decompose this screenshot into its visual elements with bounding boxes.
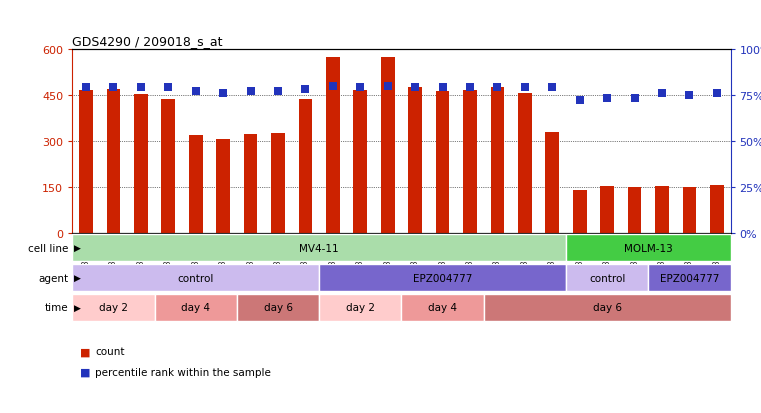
Point [656, 90, 668, 97]
Bar [319, 265, 566, 291]
Text: time: time [45, 303, 68, 313]
Text: ■: ■ [80, 367, 91, 377]
Point [272, 88, 284, 95]
Text: ■: ■ [80, 347, 91, 356]
Point [135, 85, 147, 91]
Bar [710, 186, 724, 233]
Bar [298, 100, 312, 233]
Bar [72, 265, 319, 291]
Bar [79, 91, 93, 233]
Text: MOLM-13: MOLM-13 [624, 243, 673, 253]
Bar [463, 91, 477, 233]
Point [601, 96, 613, 102]
Bar [546, 133, 559, 233]
Bar [573, 190, 587, 233]
Point [629, 96, 641, 102]
Text: ▶: ▶ [74, 244, 81, 253]
Point [519, 85, 531, 91]
Text: day 2: day 2 [99, 303, 128, 313]
Point [683, 92, 696, 99]
Bar [134, 95, 148, 233]
Point [492, 85, 504, 91]
Point [409, 85, 422, 91]
Bar [484, 294, 731, 321]
Bar [107, 90, 120, 233]
Text: day 4: day 4 [181, 303, 210, 313]
Point [244, 88, 256, 95]
Text: day 4: day 4 [428, 303, 457, 313]
Bar [72, 294, 154, 321]
Bar [161, 100, 175, 233]
Text: day 6: day 6 [263, 303, 292, 313]
Bar [216, 139, 230, 233]
Bar [491, 88, 505, 233]
Point [546, 85, 559, 91]
Bar [380, 58, 394, 233]
Text: agent: agent [38, 273, 68, 283]
Point [107, 85, 119, 91]
Text: ▶: ▶ [74, 303, 81, 312]
Text: cell line: cell line [28, 243, 68, 253]
Text: day 6: day 6 [593, 303, 622, 313]
Bar [518, 94, 532, 233]
Point [299, 87, 311, 93]
Text: count: count [95, 347, 125, 356]
Text: EPZ004777: EPZ004777 [413, 273, 473, 283]
Bar [566, 235, 731, 261]
Point [80, 85, 92, 91]
Bar [237, 294, 319, 321]
Bar [353, 91, 367, 233]
Bar [402, 294, 484, 321]
Bar [189, 135, 202, 233]
Bar [326, 58, 339, 233]
Bar [566, 265, 648, 291]
Text: day 2: day 2 [345, 303, 374, 313]
Point [711, 90, 723, 97]
Text: control: control [589, 273, 626, 283]
Text: control: control [177, 273, 214, 283]
Bar [628, 188, 642, 233]
Text: MV4-11: MV4-11 [299, 243, 339, 253]
Bar [271, 134, 285, 233]
Point [464, 85, 476, 91]
Text: ▶: ▶ [74, 273, 81, 282]
Text: percentile rank within the sample: percentile rank within the sample [95, 367, 271, 377]
Bar [319, 294, 402, 321]
Bar [600, 187, 614, 233]
Bar [648, 265, 731, 291]
Bar [154, 294, 237, 321]
Bar [72, 235, 566, 261]
Point [326, 83, 339, 90]
Point [162, 85, 174, 91]
Point [217, 90, 229, 97]
Bar [436, 92, 450, 233]
Point [574, 98, 586, 104]
Bar [244, 135, 257, 233]
Point [381, 83, 393, 90]
Text: GDS4290 / 209018_s_at: GDS4290 / 209018_s_at [72, 36, 223, 48]
Point [437, 85, 449, 91]
Text: EPZ004777: EPZ004777 [660, 273, 719, 283]
Bar [409, 88, 422, 233]
Point [189, 88, 202, 95]
Bar [655, 187, 669, 233]
Bar [683, 188, 696, 233]
Point [354, 85, 366, 91]
